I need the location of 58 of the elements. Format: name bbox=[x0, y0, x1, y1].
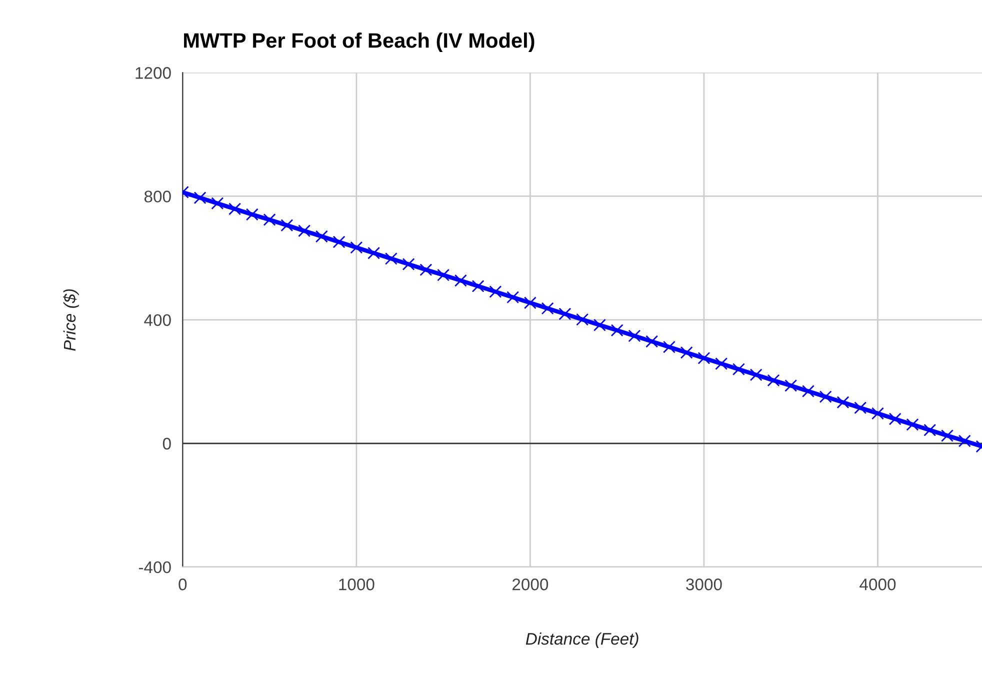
point bbox=[732, 362, 745, 376]
point bbox=[940, 429, 954, 442]
y-tick-label: 1200 bbox=[136, 67, 171, 79]
point bbox=[506, 291, 520, 304]
point bbox=[263, 213, 276, 226]
point bbox=[871, 407, 884, 420]
point bbox=[906, 418, 919, 431]
point bbox=[228, 202, 242, 216]
x-tick-label: 1000 bbox=[339, 578, 374, 590]
point bbox=[384, 252, 398, 265]
point bbox=[489, 285, 502, 298]
y-tick-label: -400 bbox=[138, 561, 171, 574]
x-tick-label: 3000 bbox=[686, 578, 722, 590]
point bbox=[767, 374, 780, 387]
point bbox=[211, 197, 224, 210]
point bbox=[784, 379, 798, 392]
point bbox=[958, 434, 971, 448]
point bbox=[472, 280, 484, 292]
x-tick-label: 0 bbox=[178, 578, 187, 590]
point bbox=[750, 368, 762, 382]
point bbox=[437, 268, 450, 282]
point bbox=[298, 224, 311, 238]
point bbox=[524, 296, 536, 310]
point bbox=[194, 192, 206, 204]
point bbox=[420, 264, 432, 276]
y-tick-label: 800 bbox=[144, 190, 171, 202]
point bbox=[402, 258, 415, 270]
chart-title: MWTP Per Foot of Beach (IV Model) bbox=[184, 32, 534, 52]
point bbox=[819, 390, 832, 403]
point bbox=[802, 384, 814, 398]
point bbox=[593, 318, 606, 332]
x-tick-label: 2000 bbox=[512, 578, 548, 590]
point bbox=[576, 313, 589, 326]
point bbox=[698, 352, 710, 364]
point bbox=[628, 330, 641, 342]
point bbox=[715, 357, 728, 370]
point bbox=[541, 302, 554, 315]
y-tick-label: 0 bbox=[162, 438, 171, 450]
point bbox=[646, 335, 658, 348]
y-tick-label: 400 bbox=[144, 314, 171, 326]
point bbox=[368, 246, 380, 260]
point bbox=[662, 340, 676, 354]
point bbox=[315, 230, 328, 243]
point bbox=[558, 308, 572, 320]
y-axis-title: Price ($) bbox=[63, 289, 79, 351]
x-axis-title: Distance (Feet) bbox=[526, 632, 638, 648]
point bbox=[454, 274, 467, 287]
point bbox=[888, 412, 902, 426]
point bbox=[610, 324, 624, 337]
point bbox=[924, 424, 936, 436]
point bbox=[836, 396, 850, 409]
point bbox=[680, 346, 693, 359]
point bbox=[246, 208, 258, 221]
x-tick-label: 4000 bbox=[860, 578, 896, 590]
point bbox=[332, 236, 346, 248]
point bbox=[350, 241, 363, 254]
point bbox=[854, 402, 867, 414]
point bbox=[280, 219, 294, 232]
